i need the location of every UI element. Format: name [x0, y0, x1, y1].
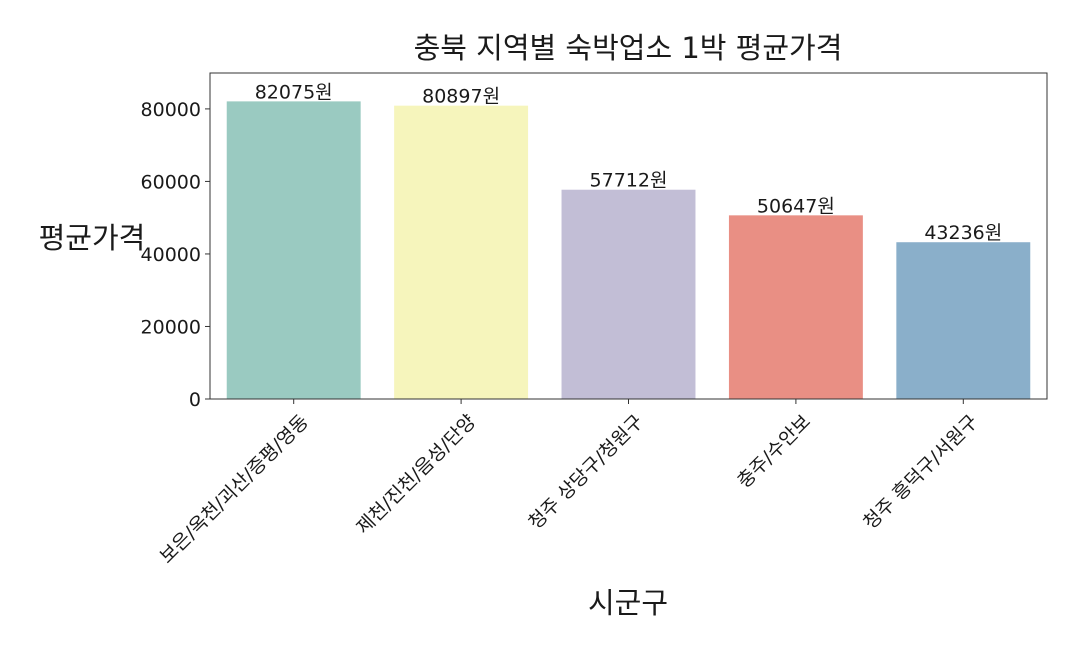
- x-tick-label: 보은/옥천/괴산/증평/영동: [156, 411, 313, 568]
- plot-frame: [209, 72, 1048, 400]
- bar-value-label: 82075원: [255, 81, 333, 103]
- bar-value-label: 50647원: [757, 195, 835, 217]
- bar-value-label: 80897원: [422, 86, 500, 108]
- y-tick-label: 40000: [141, 244, 201, 266]
- y-tick-label: 60000: [141, 171, 201, 193]
- x-tick-label: 청주 흥덕구/서원구: [859, 411, 982, 534]
- bar-value-label: 43236원: [924, 222, 1002, 244]
- bar: [226, 101, 361, 399]
- bar-value-label: 57712원: [590, 170, 668, 192]
- x-axis-label: 시군구: [588, 586, 668, 620]
- bar: [728, 215, 863, 399]
- y-tick-label: 0: [189, 389, 201, 411]
- bar: [394, 105, 529, 400]
- x-tick-label: 제천/진천/음성/단양: [352, 411, 480, 539]
- y-tick-label: 20000: [141, 316, 201, 338]
- bar: [896, 242, 1031, 399]
- chart-title: 충북 지역별 숙박업소 1박 평균가격: [414, 31, 843, 65]
- y-tick-label: 80000: [141, 99, 201, 121]
- bar: [561, 189, 696, 399]
- bars-layer: 82075원 80897원 57712원 50647원 43236원: [226, 81, 1031, 400]
- x-tick-label: 청주 상당구/청원구: [524, 411, 647, 534]
- y-axis-label: 평균가격: [39, 221, 146, 255]
- x-tick-label: 충주/수안보: [733, 411, 815, 493]
